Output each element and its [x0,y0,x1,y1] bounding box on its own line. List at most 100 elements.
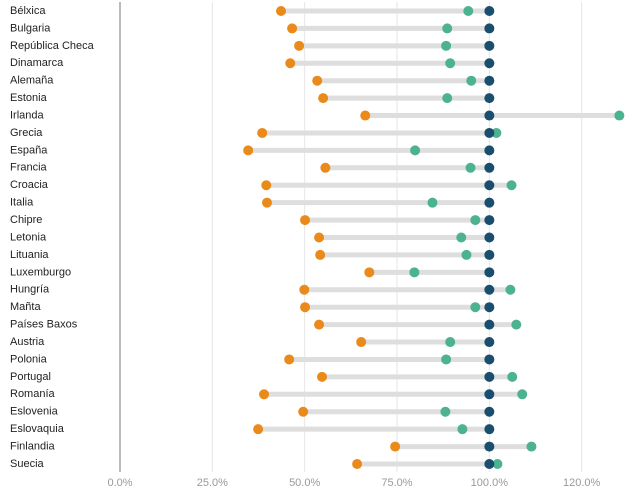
dot [484,302,495,313]
y-tick-label: Francia [10,162,48,174]
dot [445,337,456,348]
dot [300,215,311,226]
dot [484,319,495,330]
dot [352,459,363,469]
dot [491,127,502,138]
dot [484,6,495,16]
y-tick-label: Alemaña [10,75,54,87]
dot [484,197,495,208]
dot [484,459,495,469]
dot [484,23,495,34]
dot [317,371,328,382]
dot [484,127,495,138]
y-tick-label: Italia [10,197,34,209]
dot [261,197,272,208]
y-tick-label: España [10,144,48,156]
dot [466,75,477,86]
y-tick-label: Romanía [10,388,56,400]
y-tick-label: Bélxica [10,5,46,17]
dot [257,127,268,138]
dot [287,23,298,34]
dot [484,180,495,191]
dot [440,406,451,417]
y-tick-label: Croacia [10,179,49,191]
dot [427,197,438,208]
x-tick-label: 75.0% [381,477,412,489]
y-tick-label: Estonia [10,92,48,104]
x-tick-label: 120.0% [563,477,601,489]
y-tick-label: Portugal [10,371,51,383]
y-tick-label: Mañta [10,301,41,313]
y-tick-label: Grecia [10,127,43,139]
dot [470,215,481,226]
y-tick-label: Lituania [10,249,49,261]
dot [507,371,518,382]
dot [299,284,310,295]
dot [314,232,325,243]
y-tick-label: Suecia [10,458,45,470]
dot [276,6,287,16]
dot [261,180,272,191]
dot [285,58,296,69]
dot [294,40,305,51]
dot [484,441,495,452]
dot [441,40,452,51]
dot [456,232,467,243]
dot [300,302,311,313]
dot [243,145,254,156]
dot [442,93,453,104]
dot [463,6,474,16]
dot [511,319,522,330]
x-tick-label: 100.0% [471,477,509,489]
dot [484,162,495,173]
dot [484,424,495,435]
y-tick-label: Hungría [10,284,50,296]
dot [506,180,517,191]
dot [484,389,495,400]
y-tick-label: Irlanda [10,109,45,121]
dot [470,302,481,313]
dot [484,145,495,156]
dot [318,93,329,104]
dot [484,215,495,226]
y-tick-label: Países Baxos [10,319,78,331]
x-tick-label: 50.0% [289,477,320,489]
x-tick-label: 0.0% [107,477,132,489]
y-tick-label: Eslovenia [10,406,59,418]
dot [517,389,528,400]
dot [320,162,331,173]
y-tick-label: Luxemburgo [10,266,71,278]
dot [465,162,476,173]
y-tick-label: Chipre [10,214,42,226]
dot [312,75,323,86]
y-tick-label: Finlandia [10,440,56,452]
dot [360,110,371,121]
dot [441,354,452,365]
dot [484,267,495,278]
dot [484,232,495,243]
dot [484,284,495,295]
dot [284,354,295,365]
y-tick-label: Polonia [10,353,48,365]
y-tick-label: Letonia [10,231,47,243]
y-tick-label: Eslovaquia [10,423,65,435]
dot [484,406,495,417]
dot [356,337,367,348]
dot [484,337,495,348]
dot [457,424,468,435]
dot [505,284,516,295]
dot [484,40,495,51]
dot [364,267,375,278]
dot [445,58,456,69]
y-tick-label: Bulgaria [10,22,51,34]
dot [410,145,421,156]
dot [442,23,453,34]
dot [253,424,264,435]
x-tick-label: 25.0% [197,477,228,489]
dot [314,319,325,330]
dot [484,371,495,382]
y-tick-label: República Checa [10,40,95,52]
y-tick-label: Dinamarca [10,57,64,69]
dot [492,459,503,469]
